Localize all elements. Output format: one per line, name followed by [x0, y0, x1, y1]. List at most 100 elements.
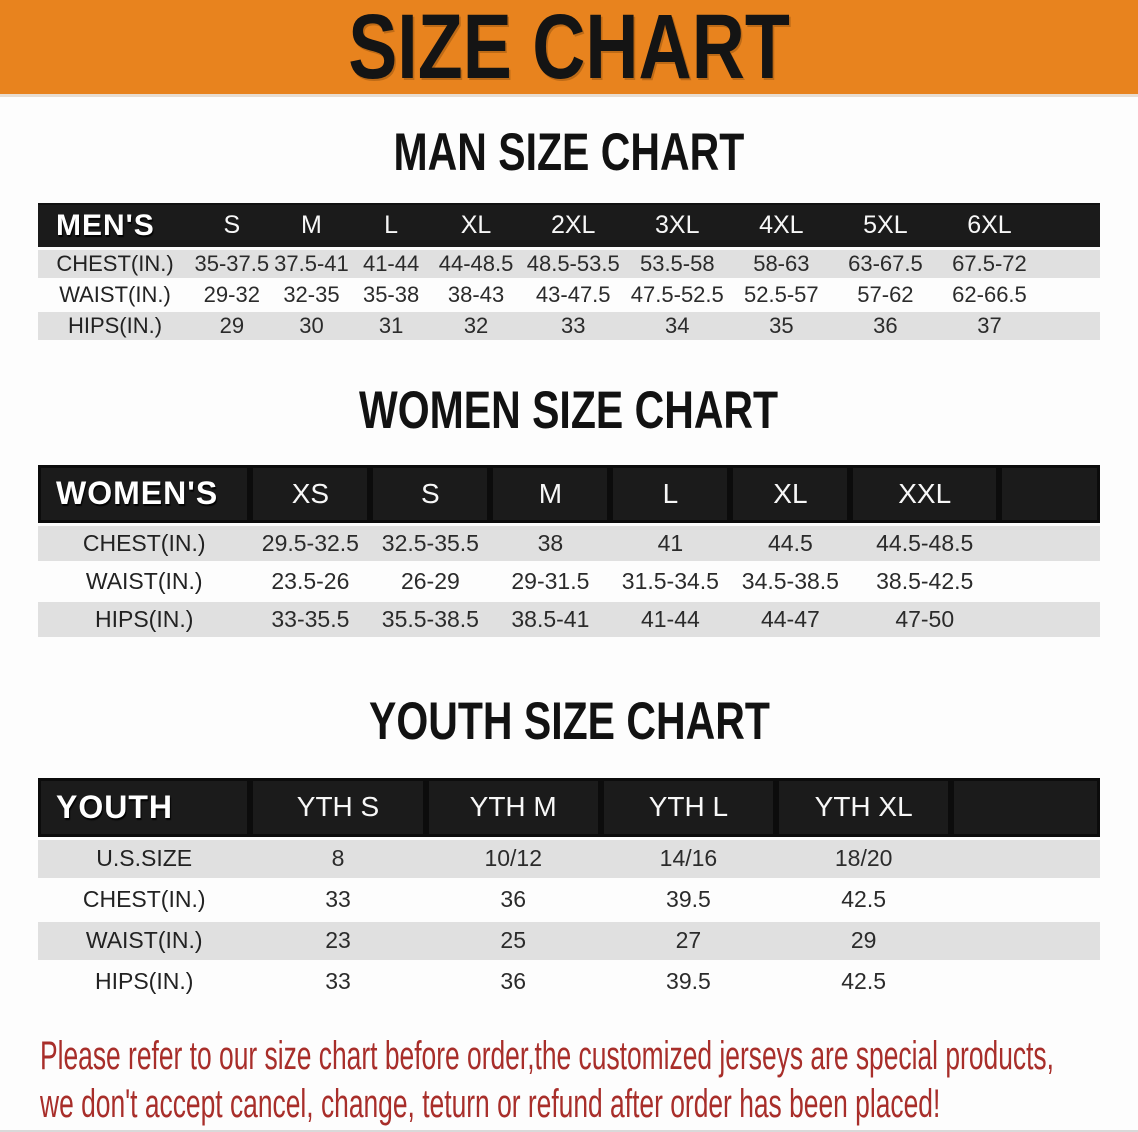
value-cell: 33 — [560, 312, 586, 338]
value-cell: 29-31.5 — [511, 568, 590, 594]
disclaimer-line-2: we don't accept cancel, change, teturn o… — [40, 1082, 941, 1127]
value-cell: 31.5-34.5 — [621, 568, 719, 594]
value-cell: 32 — [463, 312, 489, 338]
value-cell: 30 — [299, 312, 324, 338]
value-cell: 31 — [378, 312, 404, 338]
value-cell: 39.5 — [666, 968, 711, 994]
value-cell: 38.5-42.5 — [876, 568, 974, 594]
disclaimer-line-1: Please refer to our size chart before or… — [40, 1033, 1054, 1078]
filler-cell — [999, 525, 1100, 563]
banner-title: SIZE CHART — [348, 0, 790, 98]
disclaimer: Please refer to our size chart before or… — [40, 1032, 1098, 1130]
size-header-cell: 2XL — [521, 205, 626, 248]
value-cell: 38 — [537, 530, 564, 556]
value-cell: 35-38 — [362, 281, 420, 307]
value-cell: 35-37.5 — [194, 250, 270, 276]
row-label-cell: HIPS(IN.) — [95, 968, 194, 994]
value-cell: 62-66.5 — [952, 281, 1027, 307]
filler-cell — [1042, 310, 1101, 341]
row-label-cell: WAIST(IN.) — [59, 281, 171, 307]
value-cell: 53.5-58 — [639, 250, 715, 276]
value-cell: 36 — [500, 886, 527, 912]
row-label-cell: U.S.SIZE — [96, 845, 193, 871]
value-cell: 35.5-38.5 — [381, 606, 479, 632]
size-header-cell: YTH L — [600, 778, 777, 838]
filler-cell — [951, 961, 1100, 1002]
value-cell: 41-44 — [362, 250, 420, 276]
value-cell: 38-43 — [447, 281, 505, 307]
value-cell: 47.5-52.5 — [630, 281, 724, 307]
value-cell: 14/16 — [659, 845, 718, 871]
size-header-cell: XL — [730, 464, 851, 525]
row-label-cell: HIPS(IN.) — [67, 312, 163, 338]
value-cell: 47-50 — [895, 606, 955, 632]
man-section-heading: MAN SIZE CHART — [0, 122, 1138, 182]
youth-size-table: YOUTH YTH S YTH M YTH L YTH XL U.S.SIZE 8 10/12… — [38, 778, 1100, 1004]
filler-cell — [999, 464, 1100, 525]
value-cell: 33 — [325, 886, 351, 912]
value-cell: 48.5-53.5 — [526, 250, 620, 276]
value-cell: 29 — [850, 927, 877, 953]
filler-cell — [1042, 248, 1101, 279]
value-cell: 18/20 — [834, 845, 893, 871]
value-cell: 36 — [500, 968, 527, 994]
table-title-cell: YOUTH — [38, 778, 251, 838]
value-cell: 39.5 — [666, 886, 711, 912]
filler-cell — [951, 778, 1100, 838]
size-header-cell: 4XL — [729, 205, 834, 248]
value-cell: 42.5 — [841, 886, 887, 912]
value-cell: 29.5-32.5 — [261, 530, 359, 556]
row-label-cell: CHEST(IN.) — [56, 250, 174, 276]
youth-section-heading-text: YOUTH SIZE CHART — [368, 691, 770, 751]
value-cell: 37 — [977, 312, 1002, 338]
value-cell: 33 — [325, 968, 351, 994]
value-cell: 44-47 — [760, 606, 820, 632]
size-header-cell: XXL — [850, 464, 1000, 525]
measurement-row: HIPS(IN.) 29 30 31 32 33 34 35 36 37 — [38, 310, 1100, 341]
value-cell: 29-32 — [203, 281, 260, 307]
size-header-cell: M — [490, 464, 611, 525]
row-label-cell: WAIST(IN.) — [85, 568, 203, 594]
size-header-cell: YTH XL — [776, 778, 952, 838]
size-header-cell: L — [610, 464, 731, 525]
measurement-row: HIPS(IN.) 33-35.5 35.5-38.5 38.5-41 41-44 44-… — [38, 600, 1100, 639]
measurement-row: CHEST(IN.) 33 36 39.5 42.5 — [38, 879, 1100, 920]
table-title-cell: WOMEN'S — [38, 464, 251, 525]
value-cell: 10/12 — [484, 845, 542, 871]
size-table-header-row: MEN'S S M L XL 2XL 3XL 4XL 5XL 6XL — [38, 205, 1100, 248]
filler-cell — [1041, 205, 1100, 248]
value-cell: 32-35 — [283, 281, 340, 307]
size-header-cell: XS — [250, 464, 371, 525]
row-label-cell: CHEST(IN.) — [82, 886, 206, 912]
size-header-cell: M — [271, 205, 352, 248]
value-cell: 44-48.5 — [438, 250, 514, 276]
size-header-cell: L — [351, 205, 431, 248]
measurement-row: HIPS(IN.) 33 36 39.5 42.5 — [38, 961, 1100, 1002]
size-header-cell: 3XL — [625, 205, 730, 248]
size-header-cell: YTH M — [425, 778, 601, 838]
value-cell: 41-44 — [640, 606, 700, 632]
value-cell: 27 — [675, 927, 702, 953]
size-header-cell: YTH S — [250, 778, 426, 838]
value-cell: 43-47.5 — [535, 281, 611, 307]
size-header-cell: 5XL — [833, 205, 938, 248]
value-cell: 23.5-26 — [271, 568, 350, 594]
value-cell: 8 — [331, 845, 345, 871]
value-cell: 58-63 — [753, 250, 810, 276]
value-cell: 23 — [325, 927, 351, 953]
measurement-row: CHEST(IN.) 35-37.5 37.5-41 41-44 44-48.5 48.5… — [38, 248, 1100, 279]
man-section-heading-text: MAN SIZE CHART — [393, 122, 745, 182]
value-cell: 63-67.5 — [848, 250, 923, 276]
filler-cell — [951, 879, 1100, 920]
value-cell: 44.5-48.5 — [876, 530, 974, 556]
man-size-section: MAN SIZE CHART MEN'S S M L XL 2XL 3XL 4XL 5XL 6XL… — [0, 122, 1138, 343]
value-cell: 34.5-38.5 — [741, 568, 839, 594]
filler-cell — [1042, 279, 1101, 310]
women-section-heading-text: WOMEN SIZE CHART — [359, 379, 779, 440]
measurement-row: CHEST(IN.) 29.5-32.5 32.5-35.5 38 41 44.5 44.5… — [38, 524, 1100, 563]
measurement-row: U.S.SIZE 8 10/12 14/16 18/20 — [38, 838, 1100, 879]
size-table-header-row: YOUTH YTH S YTH M YTH L YTH XL — [38, 778, 1100, 838]
measurement-row: WAIST(IN.) 23 25 27 29 — [38, 920, 1100, 961]
row-label-cell: HIPS(IN.) — [95, 606, 194, 632]
